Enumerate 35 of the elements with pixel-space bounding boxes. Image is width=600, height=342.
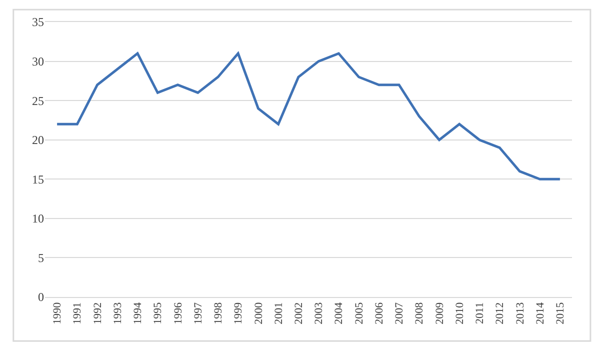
x-tick-label: 2010 (454, 302, 466, 324)
x-tick-label: 2002 (293, 302, 306, 324)
x-tick-label: 2007 (394, 302, 406, 324)
y-tick-label: 0 (38, 290, 44, 304)
x-tick-label: 2012 (494, 302, 506, 324)
y-tick-label: 35 (32, 15, 44, 30)
x-tick-label: 1996 (172, 302, 184, 324)
x-tick-label: 1999 (232, 302, 245, 324)
y-tick-label: 15 (32, 172, 44, 186)
x-tick-label: 2014 (534, 302, 546, 324)
x-tick-label: 2004 (333, 302, 346, 324)
y-tick-label: 30 (32, 54, 44, 68)
x-tick-label: 1992 (92, 302, 104, 324)
y-tick-label: 5 (38, 250, 44, 265)
x-tick-label: 2015 (554, 302, 567, 324)
x-tick-label: 1993 (112, 302, 124, 324)
x-tick-label: 2011 (474, 302, 486, 324)
y-tick-label: 10 (32, 212, 44, 226)
x-tick-label: 2003 (313, 302, 326, 324)
x-tick-label: 2006 (373, 302, 386, 324)
x-tick-label: 2005 (353, 302, 366, 324)
x-tick-label: 2000 (252, 302, 265, 324)
line-series (56, 52, 562, 180)
x-tick-label: 1995 (152, 302, 164, 324)
x-tick-label: 1997 (192, 302, 204, 324)
y-tick-label: 20 (32, 133, 44, 148)
x-tick-label: 2008 (414, 302, 426, 324)
x-tick-label: 2013 (514, 302, 526, 324)
x-tick-label: 1991 (72, 302, 84, 324)
x-tick-label: 1998 (212, 302, 225, 324)
y-tick-label: 25 (32, 94, 44, 108)
x-tick-label: 2001 (272, 302, 285, 324)
x-tick-label: 2009 (434, 302, 446, 324)
x-tick-label: 1990 (52, 302, 64, 324)
x-tick-label: 1994 (132, 302, 144, 324)
